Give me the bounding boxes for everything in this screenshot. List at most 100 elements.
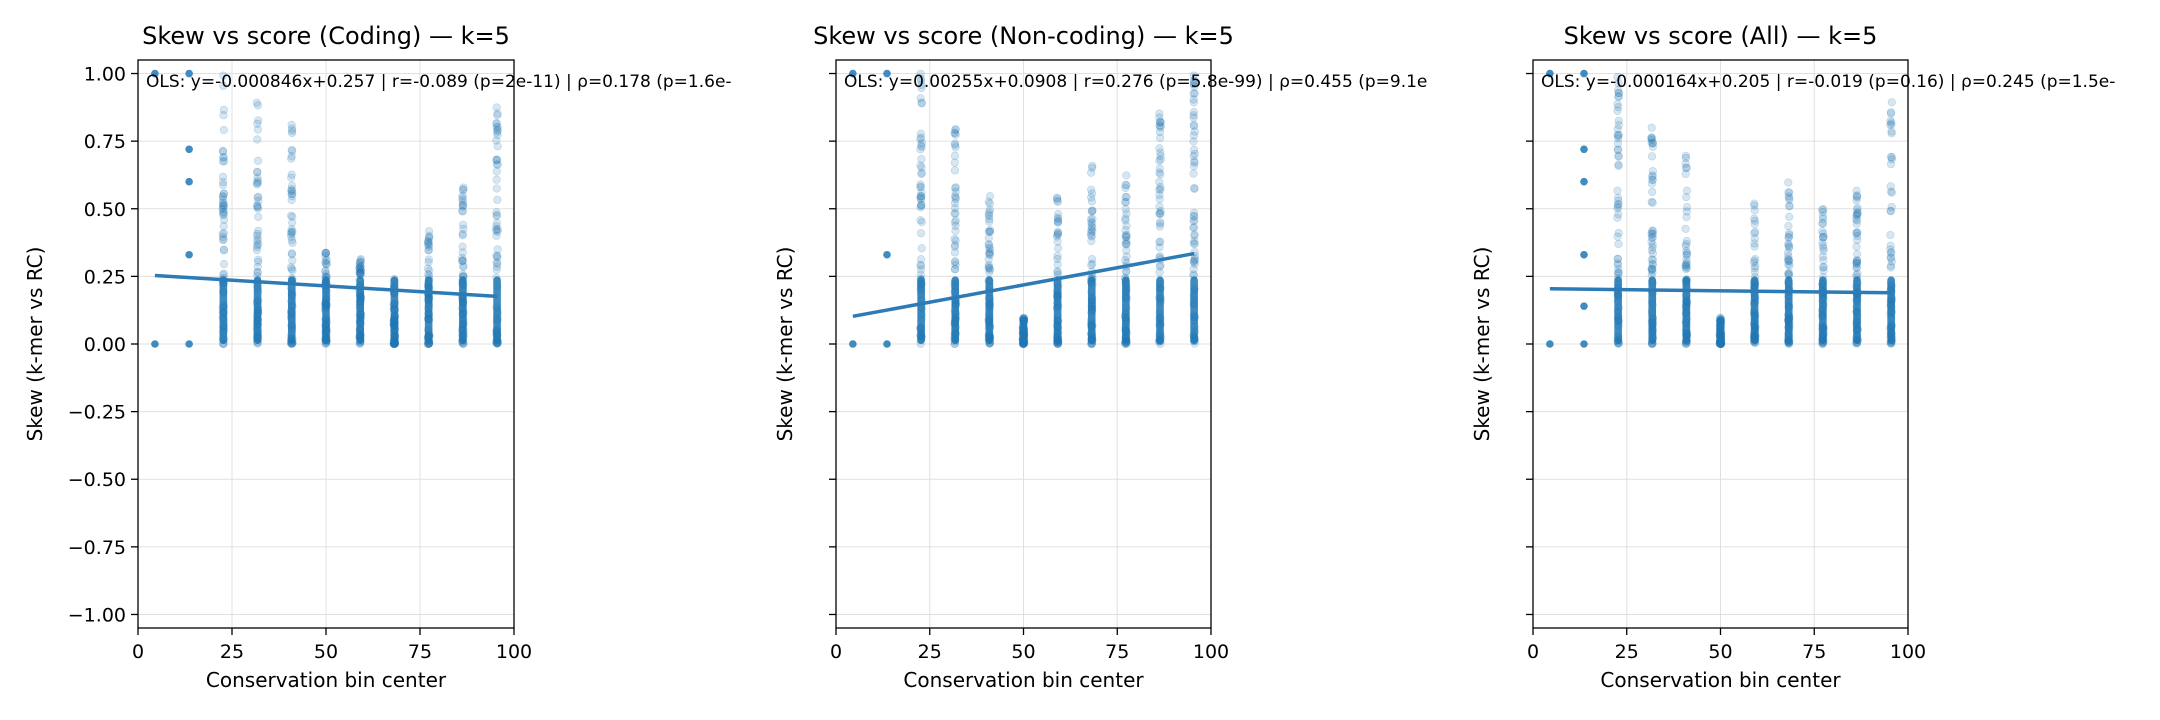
data-point xyxy=(1818,205,1827,214)
data-point xyxy=(287,124,297,133)
data-point xyxy=(1614,239,1623,249)
data-point xyxy=(1784,221,1793,231)
data-point xyxy=(254,192,263,201)
data-point xyxy=(287,228,296,237)
data-point xyxy=(1784,260,1793,269)
data-point xyxy=(493,128,502,137)
data-point xyxy=(1682,193,1691,202)
ols-fit-line xyxy=(154,273,498,299)
dense-point-cluster xyxy=(951,276,960,344)
data-point xyxy=(1614,92,1623,101)
x-tick-label: 100 xyxy=(1193,641,1229,663)
data-point xyxy=(1682,259,1691,269)
data-point xyxy=(1156,261,1165,270)
data-point xyxy=(287,250,296,259)
dense-point-cluster xyxy=(1819,276,1827,344)
data-point xyxy=(984,227,993,236)
data-point xyxy=(1614,131,1623,141)
data-point xyxy=(1087,197,1096,206)
data-point xyxy=(1155,121,1164,130)
data-point xyxy=(458,229,467,239)
chart-title: Skew vs score (Coding) — k=5 xyxy=(142,22,510,50)
data-point xyxy=(1682,247,1691,256)
x-tick-label: 75 xyxy=(408,641,432,663)
data-point xyxy=(916,74,926,83)
data-point xyxy=(1614,130,1623,139)
data-point xyxy=(1580,250,1588,259)
data-point xyxy=(458,248,467,257)
data-point xyxy=(1155,117,1165,127)
data-point xyxy=(916,183,925,192)
data-point xyxy=(1852,242,1861,251)
data-point xyxy=(1052,193,1062,202)
data-point xyxy=(321,267,330,276)
data-point xyxy=(1156,117,1165,127)
x-tick-label: 100 xyxy=(496,641,532,663)
data-point xyxy=(1580,302,1588,310)
data-point xyxy=(1189,121,1199,131)
data-point xyxy=(1784,252,1793,261)
data-point xyxy=(253,229,262,239)
data-point xyxy=(951,130,960,139)
data-point xyxy=(1155,164,1164,173)
data-point xyxy=(356,265,365,274)
data-point xyxy=(287,145,296,154)
data-point xyxy=(950,203,960,213)
data-point xyxy=(253,231,262,240)
data-point xyxy=(253,204,262,213)
dense-point-cluster xyxy=(1716,316,1725,344)
data-point xyxy=(1156,148,1165,157)
dense-point-cluster xyxy=(493,276,501,344)
data-point xyxy=(1750,258,1759,267)
data-point xyxy=(1189,108,1198,117)
data-point xyxy=(288,212,297,221)
data-point xyxy=(1785,230,1794,240)
data-point xyxy=(1614,116,1623,125)
data-point xyxy=(1784,243,1794,252)
data-point xyxy=(917,99,926,108)
data-point xyxy=(917,142,926,151)
data-point xyxy=(356,256,365,265)
y-tick-label: −0.75 xyxy=(68,537,126,559)
data-point xyxy=(917,192,926,201)
data-point xyxy=(1785,201,1794,211)
data-point xyxy=(1682,213,1691,222)
data-point xyxy=(287,232,296,242)
data-point xyxy=(1053,227,1063,236)
data-point xyxy=(916,194,926,203)
data-point xyxy=(219,246,228,255)
data-point xyxy=(916,182,925,191)
data-point xyxy=(1683,248,1692,257)
dense-point-cluster xyxy=(985,276,994,344)
data-point xyxy=(185,145,193,154)
data-point xyxy=(322,255,331,265)
data-point xyxy=(985,248,994,257)
data-point xyxy=(219,229,228,238)
data-point xyxy=(1614,160,1623,169)
data-point xyxy=(253,203,262,212)
data-point xyxy=(1189,131,1198,140)
data-point xyxy=(492,231,501,240)
data-point xyxy=(951,258,960,267)
data-point xyxy=(1648,249,1657,258)
data-point xyxy=(1682,236,1691,246)
panel-coding: 0 25 50 75 100 1.00 0.75 0.50 0.25 0.00 −0.25 −0.50… xyxy=(23,22,732,692)
data-point xyxy=(1648,255,1658,264)
data-point xyxy=(1648,139,1658,148)
data-point xyxy=(985,217,994,226)
data-point xyxy=(355,268,364,277)
data-point xyxy=(849,69,857,78)
data-point xyxy=(1785,261,1794,270)
data-point xyxy=(253,262,262,272)
chart-title: Skew vs score (All) — k=5 xyxy=(1564,22,1878,50)
data-point xyxy=(917,83,926,93)
data-point xyxy=(287,236,297,245)
dense-point-cluster xyxy=(424,276,433,344)
data-point xyxy=(1189,169,1198,178)
data-point xyxy=(458,201,468,210)
data-point xyxy=(916,265,926,274)
data-point xyxy=(254,239,263,248)
data-point xyxy=(1614,145,1623,154)
data-point xyxy=(1190,239,1199,249)
data-point xyxy=(356,257,365,266)
